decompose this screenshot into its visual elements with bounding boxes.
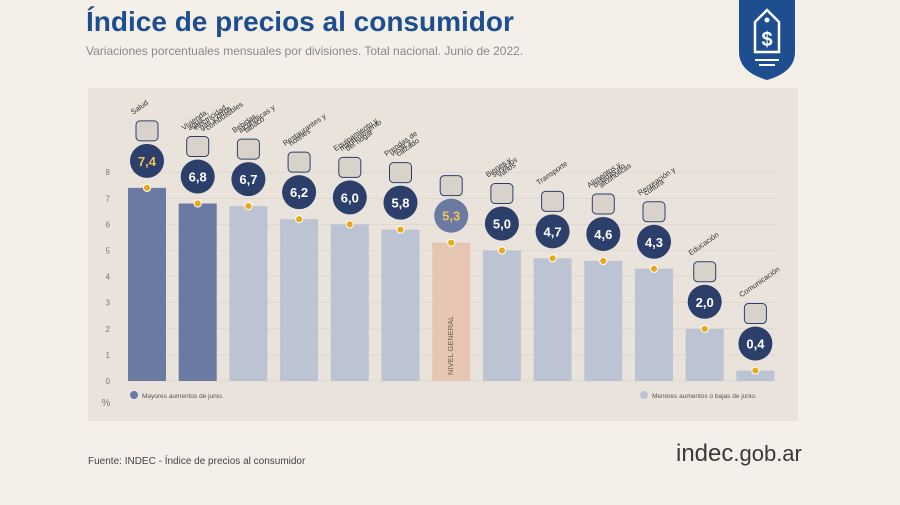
- y-tick-label: 2: [106, 325, 111, 334]
- source-note: Fuente: INDEC - Índice de precios al con…: [88, 456, 306, 467]
- bar-marker: [497, 246, 506, 255]
- bar: [330, 224, 369, 381]
- data-label: 4,7: [544, 224, 562, 239]
- x-tick-label: Educación: [687, 230, 721, 257]
- x-tick-label: NIVEL GENERAL: [446, 316, 455, 375]
- bar: [533, 258, 572, 381]
- logo-domain: .gob.ar: [733, 441, 802, 466]
- data-label: 4,6: [594, 227, 612, 242]
- value-bubble: [180, 159, 215, 194]
- legend-label: Mayores aumentos de junio.: [142, 393, 224, 400]
- bar-marker: [447, 238, 456, 247]
- value-bubble: [231, 162, 266, 197]
- shopping-icon: [439, 175, 463, 197]
- data-label: 5,0: [493, 217, 511, 232]
- food-basket-icon: [591, 193, 615, 215]
- page-title: Índice de precios al consumidor: [86, 6, 514, 37]
- legend-swatch: [640, 391, 648, 399]
- bar-marker: [244, 202, 253, 211]
- logo-main: indec: [676, 440, 734, 467]
- books-icon: [693, 261, 717, 283]
- bar: [685, 328, 724, 381]
- legend-swatch: [130, 391, 138, 399]
- bar: [178, 203, 217, 381]
- first-aid-icon: [135, 120, 159, 142]
- cpi-bar-chart: 012345678%7,4Salud6,8Vivienda,agua,elect…: [102, 98, 782, 409]
- bar-marker: [193, 199, 202, 208]
- data-label: 5,3: [442, 209, 460, 224]
- bar-marker: [548, 254, 557, 263]
- page-subtitle: Variaciones porcentuales mensuales por d…: [86, 44, 524, 58]
- data-label: 4,3: [645, 235, 663, 250]
- bottle-glass-icon: [236, 138, 260, 160]
- value-bubble: [282, 175, 317, 210]
- data-label: 6,7: [239, 172, 257, 187]
- x-tick-label: Salud: [129, 98, 150, 116]
- value-bubble: [383, 185, 418, 220]
- bar-marker: [700, 324, 709, 333]
- value-bubble: [434, 198, 469, 233]
- bar: [280, 219, 319, 381]
- fork-knife-icon: [287, 151, 311, 173]
- bar: [381, 229, 420, 381]
- value-bubble: [637, 224, 671, 259]
- bar-marker: [142, 183, 152, 192]
- umbrella-icon: [642, 201, 666, 223]
- bar-marker: [599, 256, 608, 266]
- y-tick-label: 1: [106, 351, 111, 360]
- house-utilities-icon: [186, 136, 210, 158]
- car-icon: [541, 190, 565, 212]
- y-tick-label: 3: [106, 299, 111, 308]
- value-bubble: [535, 214, 570, 249]
- data-label: 5,8: [391, 196, 409, 211]
- y-tick-label: 0: [106, 377, 111, 386]
- x-tick-label: Comunicación: [737, 265, 781, 300]
- x-tick-label: Transporte: [535, 159, 570, 187]
- sofa-icon: [338, 156, 362, 178]
- bar-marker: [751, 366, 760, 375]
- indec-badge-icon: $: [739, 0, 795, 80]
- bar-marker: [396, 225, 405, 234]
- bar: [128, 187, 166, 381]
- value-bubble: [586, 216, 621, 251]
- bar-marker: [295, 215, 304, 224]
- comb-icon: [490, 183, 514, 204]
- data-label: 2,0: [696, 295, 714, 310]
- bar: [229, 206, 268, 381]
- chart-panel: 0 1 2 3 4 5 6 7 8% 7,4 Salud 6,8 Vivienda, agua, elect…: [88, 88, 798, 421]
- bar: [635, 268, 673, 381]
- data-label: 6,2: [290, 185, 308, 200]
- data-label: 0,4: [746, 337, 765, 352]
- y-tick-label: 6: [106, 220, 111, 229]
- value-bubble: [332, 180, 367, 215]
- bar: [736, 370, 775, 381]
- bar: [432, 242, 471, 381]
- data-label: 6,8: [189, 170, 207, 185]
- indec-logo: indec.gob.ar: [676, 440, 802, 468]
- clothing-icon: [389, 162, 412, 184]
- y-tick-label: 8: [106, 168, 111, 177]
- data-label: 7,4: [138, 154, 157, 169]
- value-bubble: [687, 284, 722, 319]
- bar: [584, 260, 623, 381]
- legend-label: Menores aumentos o bajas de junio.: [652, 393, 757, 400]
- y-tick-label: 5: [106, 247, 111, 256]
- data-label: 6,0: [341, 190, 359, 205]
- y-tick-label: 4: [106, 273, 111, 282]
- y-tick-label: 7: [106, 194, 111, 203]
- value-bubble: [484, 206, 519, 241]
- bar-marker: [649, 264, 659, 273]
- value-bubble: [738, 326, 773, 361]
- y-axis-label: %: [102, 398, 111, 409]
- value-bubble: [130, 143, 164, 178]
- bar-marker: [345, 220, 354, 229]
- svg-text:$: $: [761, 29, 772, 51]
- phone-icon: [743, 303, 767, 325]
- bar: [482, 250, 521, 381]
